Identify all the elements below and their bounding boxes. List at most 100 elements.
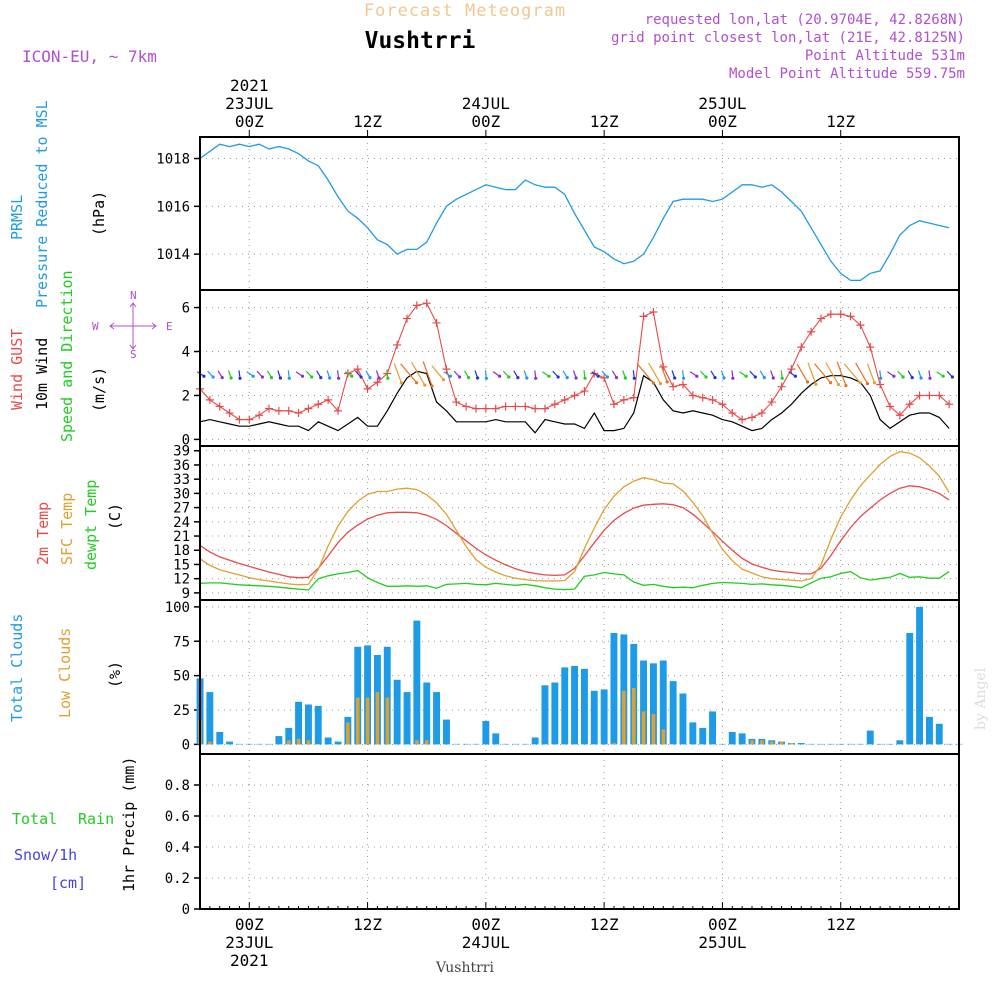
wind-gust-point	[610, 400, 618, 409]
wind-gust-point	[797, 343, 806, 352]
total-clouds-bar	[275, 736, 283, 745]
wind-arrow-head	[300, 374, 305, 378]
total-clouds-bar	[452, 743, 460, 745]
wind-direction-arrow	[422, 361, 433, 387]
y-tick-label: 36	[173, 458, 190, 474]
y-tick-label: 27	[173, 501, 190, 517]
y-tick-label: 9	[182, 586, 190, 602]
low-clouds-bar	[612, 743, 616, 745]
wind-arrow-head	[211, 375, 215, 379]
y-tick-label: 15	[173, 557, 190, 573]
plot-layer: 1014101610180246912151821242730333639025…	[156, 76, 963, 970]
y-tick-label: 6	[182, 301, 190, 317]
precip-unit-label: 1hr Precip (mm)	[120, 757, 138, 892]
low-clouds-bar	[750, 740, 754, 745]
wind-gust-point	[738, 415, 747, 424]
wind-direction-arrow	[410, 361, 426, 386]
total-clouds-bar	[285, 727, 293, 745]
time-label-top: 25JUL	[698, 94, 746, 113]
low-clouds-bar	[770, 741, 774, 745]
time-label-bottom: 12Z	[590, 915, 619, 934]
wind-gust-point	[787, 365, 796, 374]
wind-arrow-head	[793, 374, 798, 378]
total-clouds-bar	[226, 741, 233, 745]
pressure-unit-label: (hPa)	[90, 191, 108, 236]
wind-gust-point	[422, 299, 431, 308]
wind-direction-arrow	[855, 362, 869, 384]
wind-arrow-head	[844, 384, 848, 388]
footer-location: Vushtrri	[435, 960, 494, 976]
total-clouds-bar	[896, 740, 904, 745]
precip-snow-unit-label: [cm]	[50, 874, 86, 892]
wind-arrow-head	[695, 374, 699, 378]
wind-arrow-head	[476, 376, 480, 380]
wind-gust-point	[225, 409, 234, 418]
wind-arrow-head	[269, 376, 274, 380]
wind-arrow-head	[423, 383, 427, 387]
wind-gust-point	[777, 382, 786, 391]
time-label-bottom: 12Z	[826, 915, 855, 934]
low-clouds-bar	[346, 722, 350, 745]
low-clouds-bar	[296, 738, 301, 745]
low-clouds-bar	[365, 697, 370, 745]
wind-arrow-head	[251, 374, 255, 378]
wind-arrow-head	[278, 376, 282, 380]
low-clouds-bar	[415, 740, 419, 745]
low-clouds-label: Low Clouds	[56, 628, 74, 718]
wind-arrow-head	[556, 375, 560, 379]
wind-direction-arrow	[393, 363, 402, 384]
wind-gust-point	[807, 327, 816, 336]
wind-arrow-head	[430, 384, 434, 388]
wind-arrow-head	[220, 376, 224, 380]
wind-gust-point	[886, 402, 894, 411]
total-clouds-bar	[581, 668, 588, 745]
total-clouds-bar	[423, 682, 431, 745]
total-clouds-bar	[797, 743, 805, 745]
total-clouds-bar	[689, 722, 697, 745]
total-clouds-bar	[620, 634, 628, 745]
total-clouds-bar	[945, 743, 953, 745]
wind-arrow-head	[753, 375, 757, 379]
wind-arrow-head	[658, 382, 663, 386]
wind-gust-point	[353, 365, 362, 374]
wind-gust-point	[235, 415, 244, 424]
wind-gust-point	[550, 400, 559, 409]
wind-gust-point	[491, 404, 500, 413]
y-tick-label: 2	[182, 388, 190, 404]
series-line-2m-temp	[199, 485, 950, 579]
total-clouds-bar	[413, 620, 421, 745]
wind-gust-point	[304, 404, 313, 413]
low-clouds-bar	[789, 743, 794, 745]
wind-arrow-head	[516, 376, 520, 380]
wind-arrow-head	[337, 376, 341, 380]
wind-arrow-head	[744, 374, 748, 378]
y-tick-label: 30	[173, 486, 190, 502]
total-clouds-bar	[482, 721, 490, 745]
wind-arrow-head	[771, 376, 775, 380]
wind-gust-point	[639, 312, 648, 321]
wind-gust-point	[412, 301, 421, 310]
total-clouds-bar	[295, 701, 302, 745]
wind-gust-point	[462, 402, 471, 411]
wind-arrow-head	[359, 375, 363, 379]
time-label-top: 24JUL	[462, 94, 510, 113]
time-label-top: 2021	[230, 76, 269, 95]
wind-arrow-head	[858, 381, 862, 385]
wind-direction-arrow	[796, 363, 809, 383]
wind-gust-point	[757, 409, 766, 418]
low-clouds-bar	[375, 692, 380, 745]
prmsl-label: PRMSL	[8, 195, 26, 240]
time-label-bottom: 25JUL	[698, 933, 746, 952]
wind-arrow-head	[865, 382, 870, 386]
wind-arrow-head	[547, 374, 551, 378]
wind-gust-point	[403, 314, 411, 323]
wind-arrow-head	[565, 376, 569, 380]
total-clouds-bar	[571, 666, 578, 745]
wind-arrow-head	[202, 374, 206, 378]
wind-gust-point	[649, 307, 658, 316]
wind-gust-point	[836, 310, 845, 319]
wind-gust-point	[531, 404, 540, 413]
wind-arrow-head	[901, 375, 905, 379]
series-line-10m-wind	[199, 370, 950, 434]
